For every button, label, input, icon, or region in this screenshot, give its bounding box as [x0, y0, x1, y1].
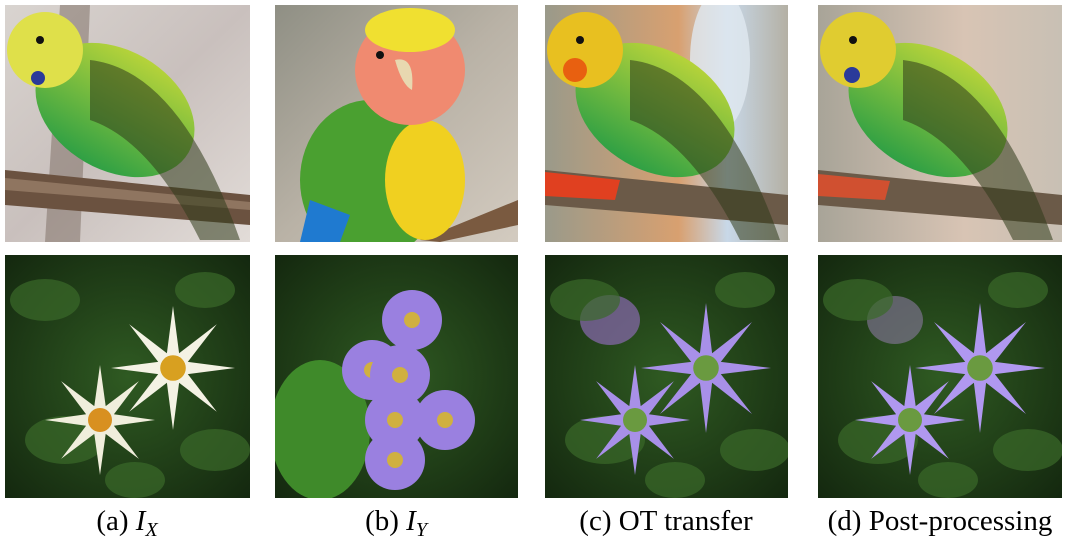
flower-center	[623, 408, 647, 432]
caption-a: (a) IX	[96, 505, 158, 541]
flower-center	[404, 312, 420, 328]
leaf	[720, 429, 788, 471]
leaf	[10, 279, 80, 321]
leaf	[105, 462, 165, 498]
flower-center	[437, 412, 453, 428]
flower-center	[898, 408, 922, 432]
flower-center	[693, 355, 719, 381]
image-white-flowers	[5, 255, 250, 498]
leaf	[645, 462, 705, 498]
flower-center	[392, 367, 408, 383]
caption-c: (c) OT transfer	[579, 505, 753, 537]
image-ot-transfer	[545, 5, 788, 242]
caption-d: (d) Post-processing	[828, 505, 1053, 537]
caption-b: (b) IY	[365, 505, 429, 541]
leaf	[993, 429, 1062, 471]
leaf	[918, 462, 978, 498]
flower-center	[387, 412, 403, 428]
image-purple-flowers	[275, 255, 518, 498]
image-pp-flowers	[818, 255, 1062, 498]
flower-center	[160, 355, 186, 381]
leaf	[180, 429, 250, 471]
leaf	[550, 279, 620, 321]
flower-center	[88, 408, 112, 432]
image-ot-flowers	[545, 255, 788, 498]
leaf	[988, 272, 1048, 308]
flower-center	[967, 355, 993, 381]
flower-center	[387, 452, 403, 468]
leaf	[823, 279, 893, 321]
image-parakeet	[5, 5, 250, 242]
leaf	[715, 272, 775, 308]
image-post-processing	[818, 5, 1062, 242]
image-lovebird	[275, 5, 518, 242]
leaf	[175, 272, 235, 308]
